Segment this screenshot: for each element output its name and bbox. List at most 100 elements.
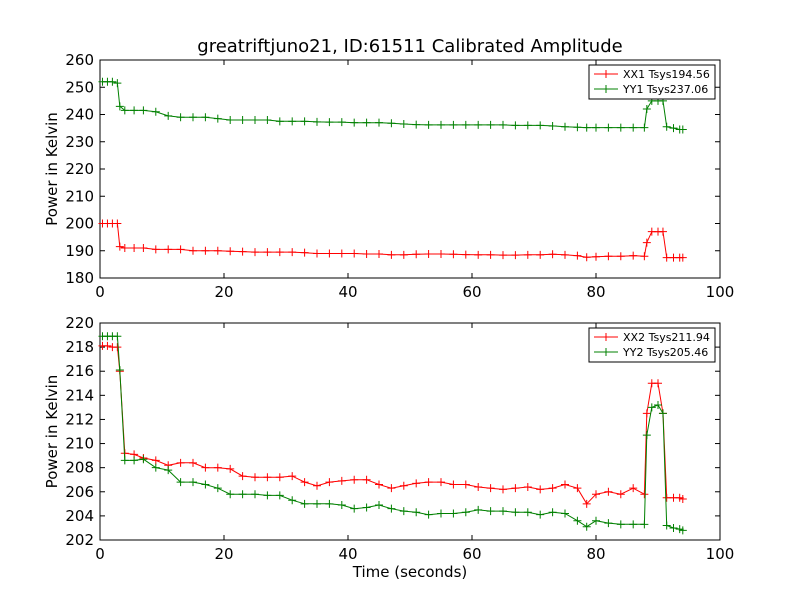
data-point [213,246,222,255]
legend-box [588,327,716,363]
data-point [678,125,687,134]
data-point [474,505,483,514]
data-point [238,115,247,124]
data-point [449,250,458,259]
data-point [238,490,247,499]
data-point [300,117,309,126]
data-point [375,250,383,259]
data-point [251,248,259,257]
x-tick-label: 0 [95,283,105,301]
data-point [151,463,160,472]
data-point [337,249,346,258]
data-point [642,105,651,114]
data-point [640,520,649,529]
data-point [350,118,359,127]
data-point [424,478,433,487]
data-point [387,250,396,259]
data-point [561,480,569,489]
data-point [629,251,638,260]
data-point [412,250,421,259]
data-point [399,507,408,516]
data-point [375,118,383,127]
data-point [662,493,671,502]
data-point [474,482,483,491]
data-point [313,499,321,508]
y-tick-label: 260 [65,51,94,69]
data-point [536,510,545,519]
data-point [573,123,582,132]
data-point [523,482,532,491]
data-point [362,118,371,127]
data-point [362,503,371,512]
series-1 [98,219,687,262]
y-tick-label: 230 [65,133,94,151]
data-point [629,520,638,529]
data-point [499,485,507,494]
data-point [669,523,678,532]
data-point [189,113,197,122]
data-point [640,123,649,132]
data-point [548,250,557,259]
data-point [604,252,613,261]
series-line [102,223,683,259]
data-point [629,123,638,132]
data-point [176,458,185,467]
data-point [523,121,532,130]
legend-label: XX2 Tsys211.94 [623,331,710,344]
x-tick-label: 100 [706,283,735,301]
data-point [561,122,569,131]
data-point [412,508,421,517]
data-point [130,244,139,253]
legend-marker [602,333,610,341]
data-point [238,472,247,481]
data-point [437,509,445,518]
data-point [437,250,445,259]
data-point [592,252,600,261]
data-point [226,490,235,499]
x-tick-label: 60 [462,283,481,301]
data-point [115,366,124,375]
y-tick-label: 208 [65,459,94,477]
data-point [642,431,651,440]
data-point [437,478,445,487]
plot-1: greatriftjuno21, ID:61511 Calibrated Amp… [43,36,734,301]
data-point [582,123,591,132]
data-point [113,343,122,352]
data-point [678,253,687,262]
y-tick-label: 204 [65,507,94,525]
x-tick-label: 80 [586,283,605,301]
data-point [461,120,470,129]
x-tick-label: 40 [338,545,357,563]
data-point [337,118,346,127]
data-point [362,475,371,484]
data-point [263,248,272,257]
x-tick-label: 40 [338,283,357,301]
data-point [449,480,458,489]
data-point [474,250,483,259]
data-point [499,120,507,129]
data-point [113,219,122,228]
data-point [424,510,433,519]
data-point [120,244,129,253]
data-point [511,251,520,260]
data-point [164,111,173,120]
legend-box [588,64,716,100]
series-1 [98,341,687,508]
y-tick-label: 206 [65,483,94,501]
data-point [226,115,235,124]
data-point [658,409,667,418]
data-point [350,475,359,484]
series-line [102,345,683,505]
data-point [399,120,408,129]
data-point [176,245,185,254]
data-point [103,341,112,350]
data-point [616,252,625,261]
data-point [486,484,495,493]
data-point [108,77,117,86]
data-point [120,106,129,115]
data-point [399,250,408,259]
data-point [350,504,359,513]
data-point [189,458,197,467]
data-point [616,520,625,529]
data-point [412,120,421,129]
